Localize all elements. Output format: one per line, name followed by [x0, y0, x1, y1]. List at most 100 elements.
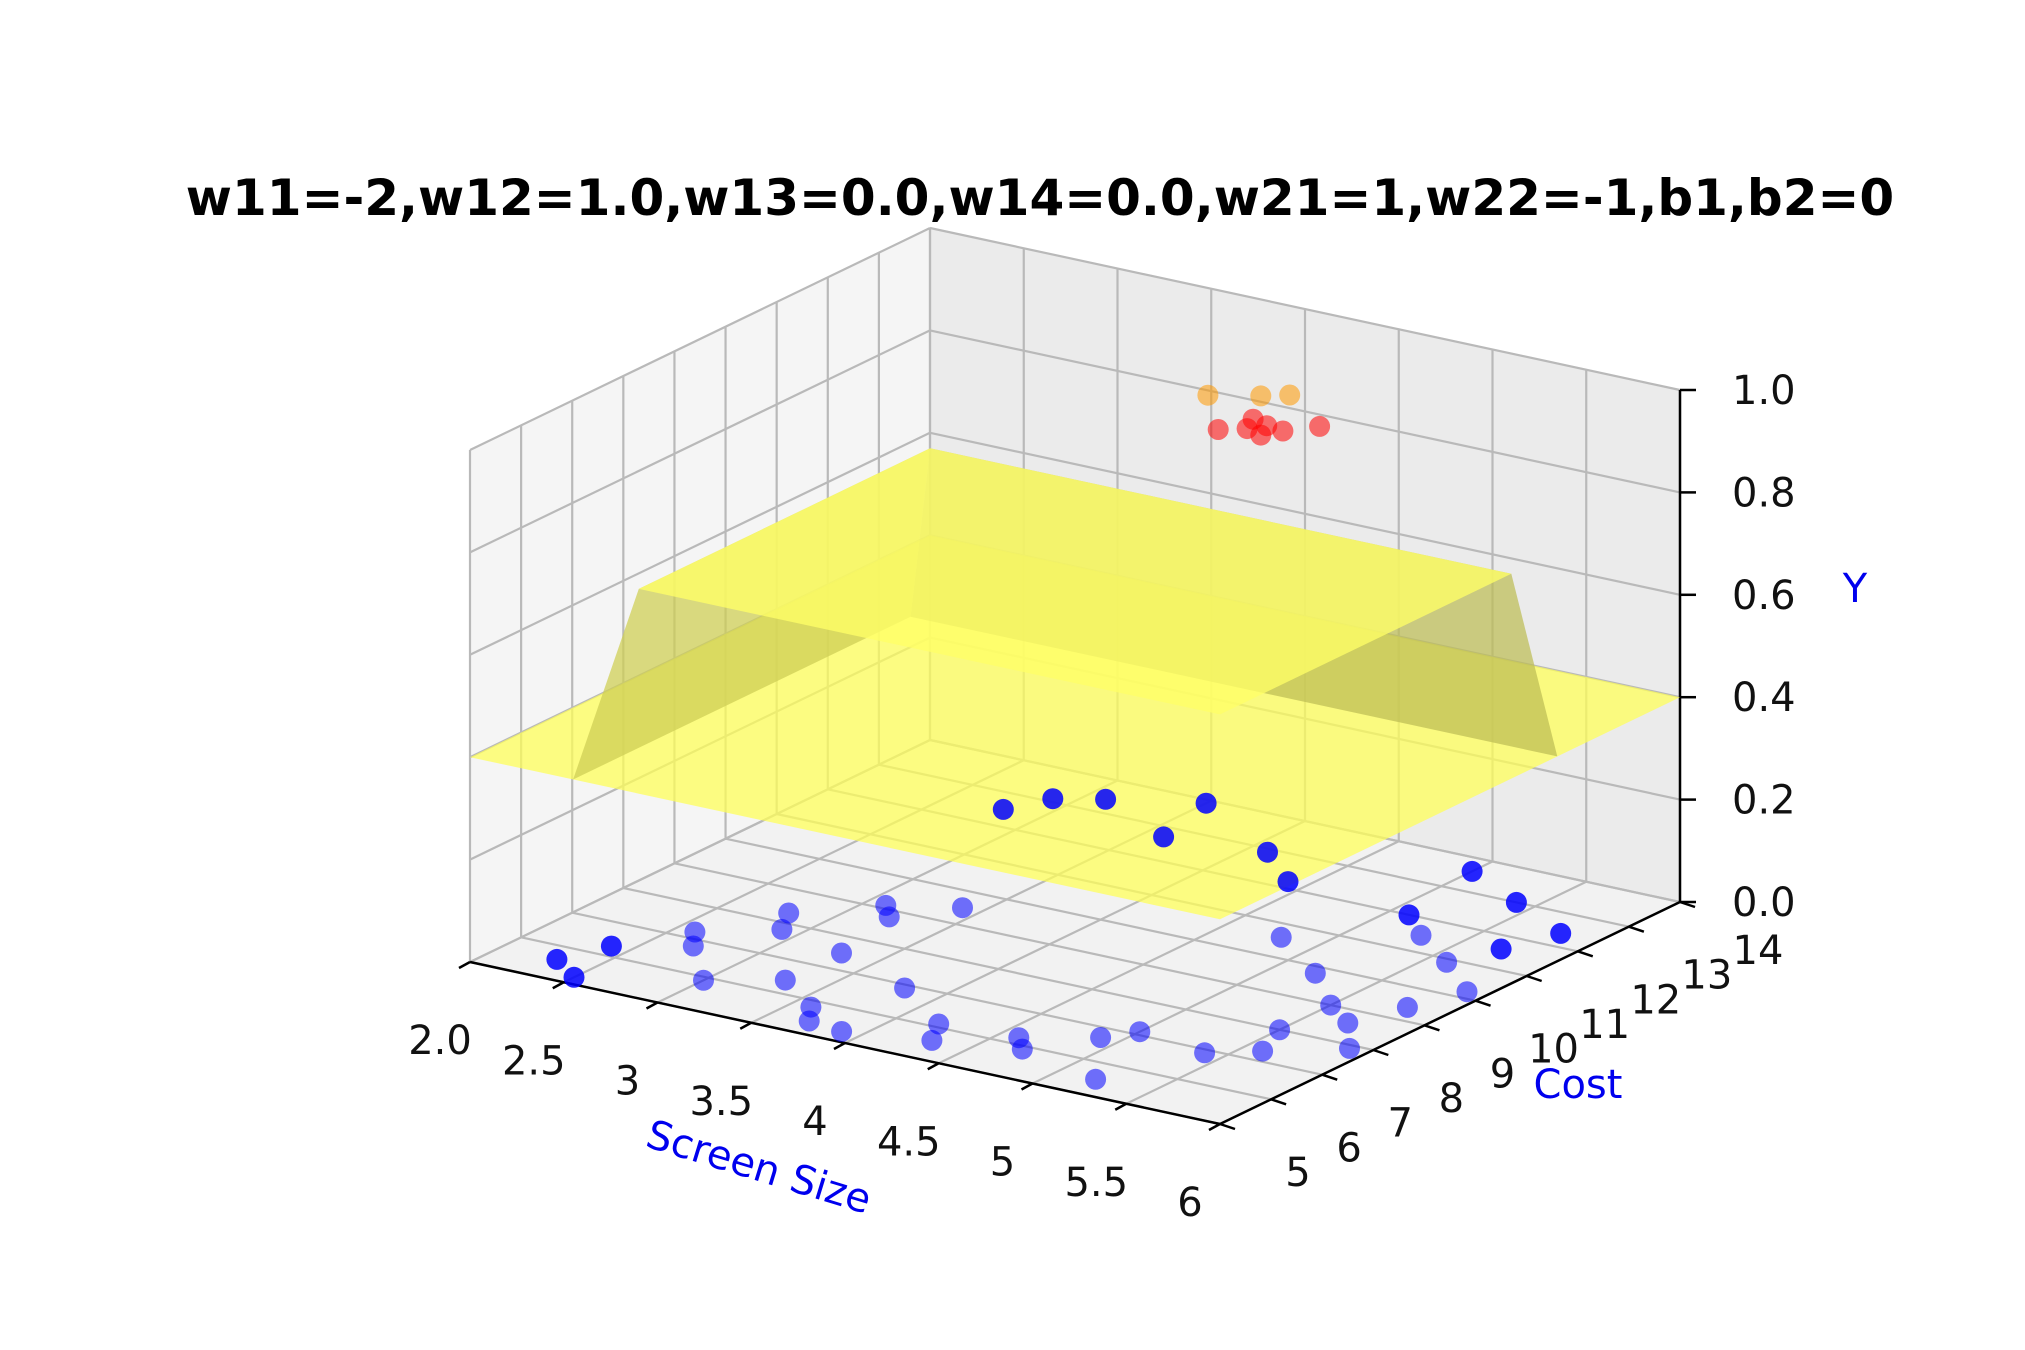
scatter-point	[774, 969, 796, 991]
x-tick-mark	[1020, 1082, 1034, 1091]
scatter-point	[1011, 1038, 1033, 1060]
y-tick-label: 6	[1336, 1125, 1361, 1171]
scatter-point	[921, 1029, 943, 1051]
y-tick-label: 13	[1681, 953, 1732, 999]
scatter-point	[1309, 415, 1331, 437]
x-tick-label: 6	[1177, 1180, 1202, 1226]
scatter-point	[1398, 904, 1420, 926]
scatter-point	[682, 935, 704, 957]
scatter-point	[1337, 1012, 1359, 1034]
y-tick-label: 8	[1439, 1076, 1464, 1122]
scatter-point	[778, 902, 800, 924]
scatter-point	[600, 935, 622, 957]
scatter-point	[1396, 996, 1418, 1018]
scatter-point	[1252, 1040, 1274, 1062]
z-tick-label: 0.8	[1732, 470, 1796, 516]
surface	[470, 448, 1680, 920]
y-tick-mark	[1219, 1122, 1236, 1131]
scatter-point	[1320, 994, 1342, 1016]
z-tick-label: 0.4	[1732, 675, 1796, 721]
scatter-point	[1085, 1068, 1107, 1090]
x-tick-mark	[739, 1021, 752, 1030]
grid-line	[674, 862, 1425, 1027]
grid-line	[929, 431, 1681, 596]
x-tick-mark	[645, 1001, 659, 1010]
scatter-point	[1207, 419, 1229, 440]
back-points	[682, 384, 1478, 1090]
grid-line	[1032, 860, 1493, 1085]
scatter-point	[1195, 792, 1217, 814]
scatter-point	[992, 798, 1014, 820]
scatter-point	[1277, 871, 1299, 893]
grid-line	[469, 227, 931, 451]
scatter-point	[1279, 384, 1301, 406]
x-tick-label: 5.5	[1064, 1160, 1128, 1206]
grid-line	[520, 936, 1272, 1101]
scatter-point	[771, 918, 793, 940]
x-tick-label: 4.5	[877, 1119, 941, 1165]
scatter-point	[928, 1013, 950, 1035]
scatter-point	[1242, 408, 1264, 430]
x-tick-mark	[1114, 1102, 1127, 1111]
scatter-point	[831, 942, 852, 964]
scatter-point	[1153, 826, 1175, 848]
z-axis-label: Y	[1842, 566, 1868, 612]
y-tick-label: 14	[1733, 928, 1784, 974]
z-tick-label: 0.2	[1732, 778, 1796, 824]
grid-line	[623, 886, 1374, 1052]
scatter-point	[1250, 424, 1272, 446]
y-tick-mark	[1424, 1024, 1440, 1032]
scatter-point	[1257, 841, 1278, 863]
scatter-point	[1270, 926, 1292, 948]
scatter-point	[1505, 891, 1527, 913]
scatter-point	[878, 906, 900, 928]
chart-title: w11=-2,w12=1.0,w13=0.0,w14=0.0,w21=1,w22…	[186, 169, 1894, 227]
z-tick-label: 0.0	[1732, 880, 1796, 926]
x-tick-mark	[833, 1041, 846, 1051]
y-tick-label: 10	[1528, 1027, 1579, 1073]
scatter-point	[1272, 420, 1294, 442]
y-tick-mark	[1270, 1098, 1287, 1106]
y-tick-label: 5	[1285, 1150, 1310, 1196]
x-axis-label: Screen Size	[641, 1112, 877, 1224]
x-tick-label: 3	[615, 1059, 640, 1105]
grid-line	[929, 226, 1681, 392]
scatter-point	[1410, 924, 1432, 946]
scatter-point	[1042, 788, 1064, 810]
x-tick-label: 3.5	[689, 1079, 753, 1125]
y-tick-label: 9	[1490, 1051, 1515, 1097]
y-axis-line	[1219, 900, 1681, 1126]
scatter-point	[831, 1021, 853, 1042]
grid-line	[1125, 880, 1587, 1105]
grid-line	[938, 840, 1400, 1065]
y-tick-label: 7	[1387, 1101, 1412, 1147]
y-tick-mark	[1475, 999, 1491, 1007]
y-tick-mark	[1321, 1073, 1338, 1081]
grid-line	[469, 431, 931, 656]
grid-line	[929, 329, 1681, 494]
grid-line	[725, 837, 1476, 1002]
x-tick-mark	[927, 1062, 940, 1071]
x-tick-label: 4	[802, 1099, 827, 1145]
surface-high-plateau	[638, 448, 1512, 715]
scatter-point	[1436, 951, 1458, 973]
scatter-point	[1095, 788, 1117, 810]
z-tick-label: 1.0	[1732, 368, 1796, 414]
scatter-point	[1090, 1027, 1112, 1048]
scatter-point	[1129, 1021, 1151, 1043]
y-tick-mark	[1577, 950, 1594, 958]
y-tick-label: 12	[1630, 977, 1681, 1023]
scatter-point	[1490, 938, 1512, 960]
scatter-point	[1197, 384, 1219, 406]
x-tick-mark	[458, 960, 471, 970]
front-points	[546, 788, 1572, 988]
scatter-point	[1194, 1042, 1216, 1064]
scatter-point	[563, 966, 585, 988]
x-tick-label: 5	[990, 1140, 1015, 1186]
x-tick-label: 2.5	[502, 1038, 566, 1084]
y-tick-mark	[1628, 925, 1645, 933]
y-tick-mark	[1526, 974, 1543, 983]
y-axis-label: Cost	[1534, 1062, 1623, 1108]
y-tick-label: 11	[1579, 1002, 1630, 1048]
